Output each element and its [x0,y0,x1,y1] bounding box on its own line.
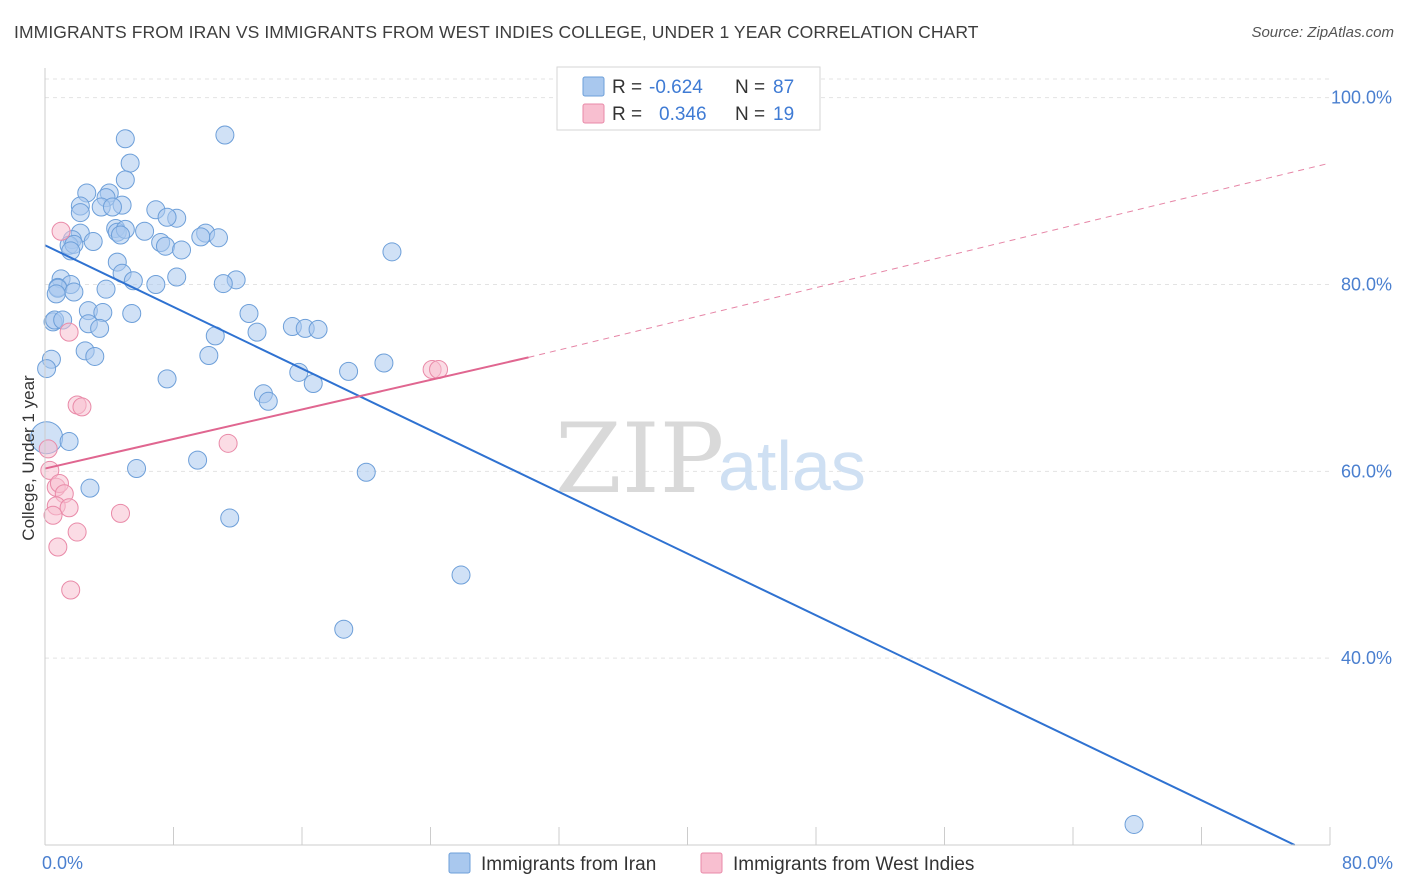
legend-swatch-west-indies [582,103,605,124]
point-iran-23 [208,228,228,248]
point-west-indies-0 [51,221,71,241]
point-iran-69 [157,369,177,389]
point-iran-42 [213,274,233,294]
point-iran-49 [122,303,142,323]
y-axis-title: College, Under 1 year [19,375,38,541]
point-west-indies-7 [38,439,58,459]
legend-r-label-iran: R = [612,77,642,98]
point-iran-31 [172,240,192,260]
trendline-iran [44,244,1296,846]
trendline-west-indies-extension [528,162,1331,358]
point-iran-20 [110,225,130,245]
top-legend: R = -0.624 N = 87 R = 0.346 N = 19 [556,66,821,131]
legend-n-label-iran: N = [735,77,765,98]
legend-n-value-west-indies: 19 [773,104,794,125]
y-tick-label-2: 60.0% [1341,461,1392,481]
point-west-indies-17 [48,537,68,557]
point-iran-80 [451,565,471,585]
point-iran-77 [356,462,376,482]
point-iran-59 [247,322,267,342]
point-iran-2 [120,153,140,173]
chart-title: IMMIGRANTS FROM IRAN VS IMMIGRANTS FROM … [14,22,979,42]
point-iran-41 [146,275,166,295]
point-west-indies-16 [67,522,87,542]
point-iran-74 [59,431,79,451]
watermark-zip: ZIP [555,403,724,515]
chart-source: Source: ZipAtlas.com [1251,24,1394,41]
watermark: ZIP atlas [555,403,866,515]
grid-layer [45,78,1330,659]
legend-swatch-iran [582,76,605,97]
point-west-indies-6 [218,433,238,453]
point-west-indies-3 [72,397,92,417]
legend-r-label-west-indies: R = [612,104,642,125]
point-west-indies-1 [59,322,79,342]
point-iran-63 [199,346,219,366]
point-iran-1 [215,125,235,145]
bottom-legend-swatch-iran [448,852,471,874]
legend-n-value-iran: 87 [773,77,794,98]
point-iran-68 [37,359,57,379]
y-tick-label-0: 100.0% [1331,88,1392,108]
x-tick-label-0: 0.0% [42,853,83,873]
point-iran-45 [64,282,84,302]
points-layer [30,125,1144,834]
y-tick-label-3: 40.0% [1341,648,1392,668]
point-west-indies-13 [59,498,79,518]
point-iran-81 [334,619,354,639]
point-iran-32 [382,242,402,262]
point-iran-48 [93,303,113,323]
point-iran-0 [115,129,135,149]
bottom-legend-label-iran: Immigrants from Iran [481,854,656,875]
point-iran-62 [85,346,105,366]
point-iran-55 [90,318,110,338]
point-iran-79 [220,508,240,528]
point-iran-66 [339,361,359,381]
point-iran-72 [258,391,278,411]
point-iran-10 [102,197,122,217]
point-iran-82 [1124,814,1144,834]
point-iran-76 [127,459,147,479]
point-west-indies-15 [110,503,130,523]
point-iran-28 [155,236,175,256]
trendline-west-indies [44,356,529,470]
point-west-indies-14 [43,505,63,525]
point-iran-44 [46,284,66,304]
trend-layer [44,162,1331,846]
point-west-indies-18 [61,580,81,600]
y-tick-label-1: 80.0% [1341,275,1392,295]
bottom-legend: Immigrants from Iran Immigrants from Wes… [448,852,974,875]
point-iran-14 [157,207,177,227]
legend-r-value-west-indies: 0.346 [659,104,707,125]
legend-n-label-west-indies: N = [735,104,765,125]
point-iran-65 [374,353,394,373]
point-iran-78 [80,478,100,498]
bottom-legend-label-west-indies: Immigrants from West Indies [733,854,974,875]
point-iran-35 [167,267,187,287]
point-iran-75 [188,450,208,470]
point-iran-58 [308,319,328,339]
point-iran-22 [191,227,211,247]
point-iran-46 [96,279,116,299]
bottom-legend-swatch-west-indies [700,852,723,874]
point-iran-3 [115,170,135,190]
legend-r-value-iran: -0.624 [649,77,703,98]
point-iran-25 [83,232,103,252]
point-iran-50 [239,303,259,323]
point-iran-17 [135,221,155,241]
axis-layer: 100.0% 80.0% 60.0% 40.0% 0.0% 80.0% [42,68,1393,873]
watermark-atlas: atlas [718,427,866,505]
x-tick-label-1: 80.0% [1342,853,1393,873]
point-iran-12 [70,203,90,223]
